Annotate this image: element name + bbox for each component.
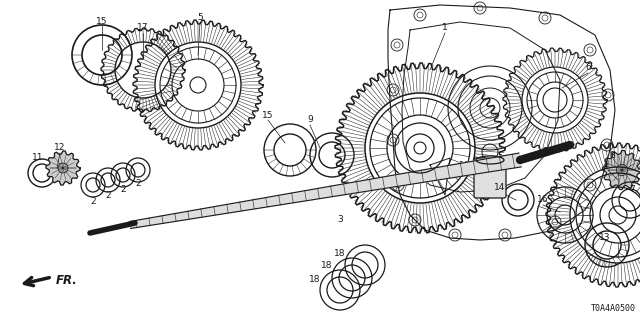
Text: 2: 2 [90,197,96,206]
Text: T0A4A0500: T0A4A0500 [591,304,636,313]
Text: 3: 3 [337,215,343,225]
Text: 8: 8 [609,150,615,159]
Polygon shape [46,151,80,185]
Text: 1: 1 [442,23,448,33]
Text: 18: 18 [321,261,333,270]
Text: 13: 13 [599,234,611,243]
Text: 2: 2 [120,186,126,195]
Text: 15: 15 [262,110,274,119]
Text: 4: 4 [602,161,608,170]
Text: 2: 2 [135,179,141,188]
Text: 17: 17 [137,23,148,33]
Polygon shape [129,153,521,228]
Text: 6: 6 [585,63,591,73]
Text: 2: 2 [105,191,111,201]
Text: FR.: FR. [56,274,77,286]
Text: 7: 7 [629,186,635,195]
Text: 18: 18 [309,275,321,284]
Text: 14: 14 [494,183,506,193]
Text: 18: 18 [334,249,346,258]
Polygon shape [602,150,640,189]
Text: 9: 9 [307,116,313,124]
Text: 11: 11 [32,154,44,163]
Text: 10: 10 [460,161,471,170]
Text: 12: 12 [54,143,66,153]
Text: 16: 16 [537,196,548,204]
FancyBboxPatch shape [474,158,506,198]
Text: 15: 15 [96,18,108,27]
Text: 5: 5 [197,13,203,22]
